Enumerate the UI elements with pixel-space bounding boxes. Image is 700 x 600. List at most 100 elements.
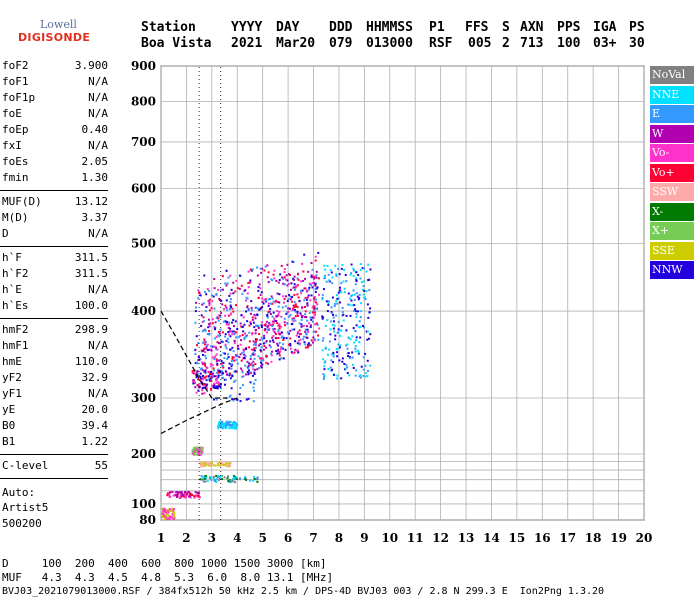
data-point: [260, 346, 263, 349]
data-point: [202, 462, 205, 465]
data-point: [184, 490, 187, 493]
data-point: [217, 385, 220, 388]
data-point: [162, 509, 165, 512]
data-point: [220, 370, 223, 373]
data-point: [203, 339, 206, 342]
data-point: [239, 339, 242, 342]
data-point: [367, 263, 370, 266]
data-point: [167, 508, 170, 511]
data-point: [201, 392, 204, 395]
data-point: [335, 274, 338, 277]
data-point: [202, 316, 205, 319]
data-point: [358, 375, 361, 378]
data-point: [251, 365, 254, 368]
data-point: [161, 512, 164, 515]
header-value-day: Mar20: [276, 36, 316, 51]
data-point: [272, 321, 275, 324]
data-point: [305, 333, 308, 336]
data-point: [255, 324, 258, 327]
data-point: [326, 310, 329, 313]
data-point: [235, 427, 238, 430]
data-point: [338, 301, 341, 304]
footer-muf-row: MUF 4.3 4.3 4.5 4.8 5.3 6.0 8.0 13.1 [MH…: [2, 571, 334, 584]
data-point: [278, 358, 281, 361]
data-point: [235, 422, 238, 425]
data-point: [298, 329, 301, 332]
data-point: [352, 269, 355, 272]
data-point: [198, 448, 201, 451]
data-point: [178, 491, 181, 494]
data-point: [212, 386, 215, 389]
data-point: [313, 330, 316, 333]
data-point: [228, 420, 231, 423]
data-point: [192, 382, 195, 385]
data-point: [210, 388, 213, 391]
data-point: [309, 316, 312, 319]
data-point: [214, 326, 217, 329]
data-point: [301, 262, 304, 265]
data-point: [168, 494, 171, 497]
data-point: [219, 315, 222, 318]
data-point: [270, 360, 273, 363]
data-point: [324, 346, 327, 349]
data-point: [226, 321, 229, 324]
data-point: [285, 274, 288, 277]
data-point: [311, 320, 314, 323]
param-row-foe: foE N/A: [2, 106, 108, 122]
header-value-ffs: 005: [468, 36, 492, 51]
data-point: [222, 423, 225, 426]
data-point: [364, 364, 367, 367]
data-point: [352, 289, 355, 292]
data-point: [176, 492, 179, 495]
data-point: [304, 277, 307, 280]
data-point: [243, 336, 246, 339]
data-point: [291, 260, 294, 263]
data-point: [180, 492, 183, 495]
data-point: [348, 374, 351, 377]
data-point: [354, 374, 357, 377]
data-point: [244, 475, 247, 478]
data-point: [179, 492, 182, 495]
data-point: [313, 277, 316, 280]
data-point: [175, 490, 178, 493]
data-point: [227, 314, 230, 317]
data-point: [336, 377, 339, 380]
data-point: [252, 479, 255, 482]
data-point: [267, 298, 270, 301]
data-point: [232, 292, 235, 295]
data-point: [283, 324, 286, 327]
data-point: [229, 313, 232, 316]
data-point: [230, 367, 233, 370]
data-point: [351, 304, 354, 307]
data-point: [322, 378, 325, 381]
data-point: [306, 346, 309, 349]
data-point: [282, 357, 285, 360]
data-point: [257, 324, 260, 327]
header-label-day: DAY: [276, 20, 300, 35]
data-point: [217, 423, 220, 426]
data-point: [192, 380, 195, 383]
data-point: [242, 384, 245, 387]
data-point: [202, 386, 205, 389]
x-tick-label: 6: [284, 531, 292, 545]
data-point: [278, 278, 281, 281]
data-point: [241, 326, 244, 329]
chart-grid: [160, 65, 645, 521]
data-point: [239, 387, 242, 390]
data-point: [214, 346, 217, 349]
data-point: [192, 448, 195, 451]
data-point: [359, 374, 362, 377]
data-point: [196, 450, 199, 453]
auto-artist: Artist5: [2, 501, 49, 514]
data-point: [289, 329, 292, 332]
data-point: [292, 320, 295, 323]
data-point: [215, 474, 218, 477]
data-point: [365, 290, 368, 293]
data-point: [201, 463, 204, 466]
data-point: [260, 350, 263, 353]
data-point: [265, 300, 268, 303]
data-point: [204, 475, 207, 478]
data-point: [200, 462, 203, 465]
data-point: [204, 369, 207, 372]
data-point: [212, 375, 215, 378]
